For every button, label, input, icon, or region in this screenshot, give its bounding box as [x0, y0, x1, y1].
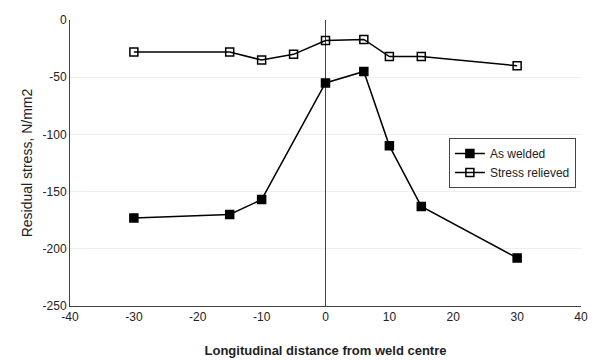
- svg-text:-150: -150: [43, 185, 67, 199]
- svg-text:-50: -50: [49, 70, 67, 84]
- svg-text:-20: -20: [189, 310, 207, 324]
- svg-text:-200: -200: [43, 242, 67, 256]
- svg-text:30: 30: [510, 310, 524, 324]
- svg-text:-250: -250: [43, 299, 67, 313]
- svg-text:Longitudinal distance from wel: Longitudinal distance from weld centre: [205, 343, 447, 358]
- svg-text:As welded: As welded: [490, 147, 545, 161]
- svg-text:0: 0: [322, 310, 329, 324]
- svg-text:40: 40: [574, 310, 588, 324]
- svg-text:-100: -100: [43, 128, 67, 142]
- svg-text:Stress relieved: Stress relieved: [490, 166, 569, 180]
- svg-text:-40: -40: [61, 310, 79, 324]
- svg-text:0: 0: [60, 13, 67, 27]
- svg-text:20: 20: [447, 310, 461, 324]
- svg-text:-30: -30: [125, 310, 143, 324]
- svg-text:10: 10: [383, 310, 397, 324]
- svg-text:Residual stress, N/mm2: Residual stress, N/mm2: [19, 88, 35, 237]
- svg-text:-10: -10: [253, 310, 271, 324]
